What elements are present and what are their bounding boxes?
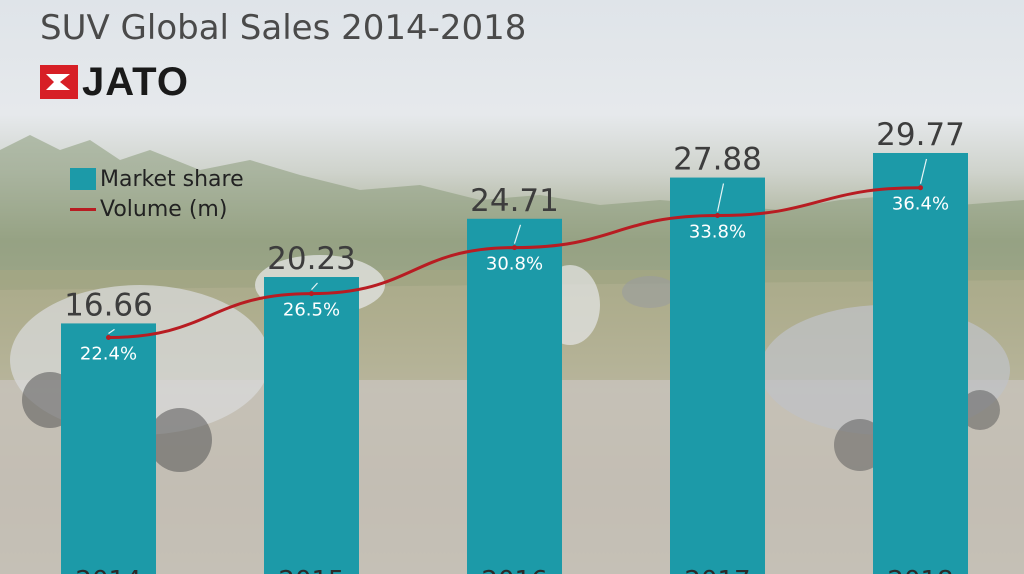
share-point-2014 [106, 335, 111, 340]
x-tick-label-2016: 2016 [481, 566, 547, 574]
share-point-2015 [309, 291, 314, 297]
leader-line-2014 [108, 328, 115, 334]
legend-item-market-share: Market share [70, 164, 244, 194]
brand-name: JATO [82, 60, 189, 104]
share-label-2015: 26.5% [283, 300, 340, 321]
x-tick-label-2015: 2015 [278, 566, 344, 574]
share-point-2016 [512, 245, 517, 251]
brand-logo-mark-icon [40, 65, 78, 99]
bar-value-label-2017: 27.88 [673, 142, 762, 178]
bar-2017 [670, 177, 765, 574]
bar-value-label-2014: 16.66 [64, 287, 153, 323]
x-tick-label-2018: 2018 [887, 566, 953, 574]
bar-2018 [873, 152, 968, 574]
bar-value-label-2018: 29.77 [876, 117, 965, 153]
x-tick-label-2017: 2017 [684, 566, 750, 574]
legend-swatch-bar [70, 168, 96, 190]
x-tick-label-2014: 2014 [75, 566, 141, 574]
legend-swatch-line [70, 207, 96, 211]
share-label-2018: 36.4% [892, 194, 949, 215]
legend-label-market-share: Market share [100, 166, 244, 192]
leader-line-2018 [919, 158, 928, 184]
brand-logo: JATO [40, 62, 189, 102]
share-point-2017 [715, 213, 720, 219]
share-label-2014: 22.4% [80, 344, 137, 365]
legend-label-volume: Volume (m) [100, 196, 228, 222]
chart-title: SUV Global Sales 2014-2018 [40, 8, 527, 48]
legend-item-volume: Volume (m) [70, 194, 244, 224]
bar-2015 [264, 277, 359, 574]
bar-2016 [467, 218, 562, 574]
leader-line-2017 [716, 183, 725, 212]
share-point-2018 [918, 185, 923, 191]
leader-line-2016 [513, 224, 522, 244]
chart-legend: Market share Volume (m) [70, 164, 244, 224]
leader-line-2015 [311, 282, 318, 291]
bar-value-label-2015: 20.23 [267, 241, 356, 277]
bar-2014 [61, 323, 156, 574]
share-label-2016: 30.8% [486, 254, 543, 275]
share-label-2017: 33.8% [689, 222, 746, 243]
bar-value-label-2016: 24.71 [470, 183, 559, 219]
